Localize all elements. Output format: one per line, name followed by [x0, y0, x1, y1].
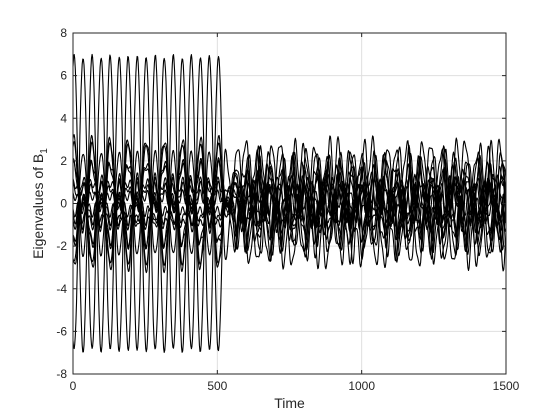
eigenvalue-series-line: [72, 180, 507, 270]
eigenvalue-series-line: [72, 135, 507, 227]
y-tick-label: -4: [56, 282, 67, 296]
y-tick-label: 2: [60, 154, 67, 168]
y-tick-label: -2: [56, 239, 67, 253]
y-axis-label-subscript: 1: [39, 148, 50, 154]
y-tick-label: 8: [60, 26, 67, 40]
x-tick-label: 1000: [348, 379, 375, 393]
x-axis-label: Time: [274, 395, 305, 411]
tick-group: 0 500 1000 1500 -8 -6 -4 -2 0 2 4 6 8: [56, 26, 519, 393]
eigenvalue-series-line: [72, 160, 507, 217]
y-axis-label: Eigenvalues of B1: [30, 148, 50, 259]
eigenvalue-series-line: [72, 173, 507, 233]
y-tick-label: 0: [60, 197, 67, 211]
y-tick-label: 4: [60, 111, 67, 125]
y-axis-label-text: Eigenvalues of B: [30, 154, 46, 259]
x-tick-label: 500: [207, 379, 227, 393]
y-tick-label: 6: [60, 69, 67, 83]
y-tick-label: -8: [56, 367, 67, 381]
series-group: [72, 53, 507, 353]
x-tick-label: 1500: [493, 379, 520, 393]
y-tick-label: -6: [56, 324, 67, 338]
x-tick-label: 0: [70, 379, 77, 393]
eigenvalue-series-line: [72, 157, 507, 228]
eigenvalue-series-line: [72, 190, 507, 246]
